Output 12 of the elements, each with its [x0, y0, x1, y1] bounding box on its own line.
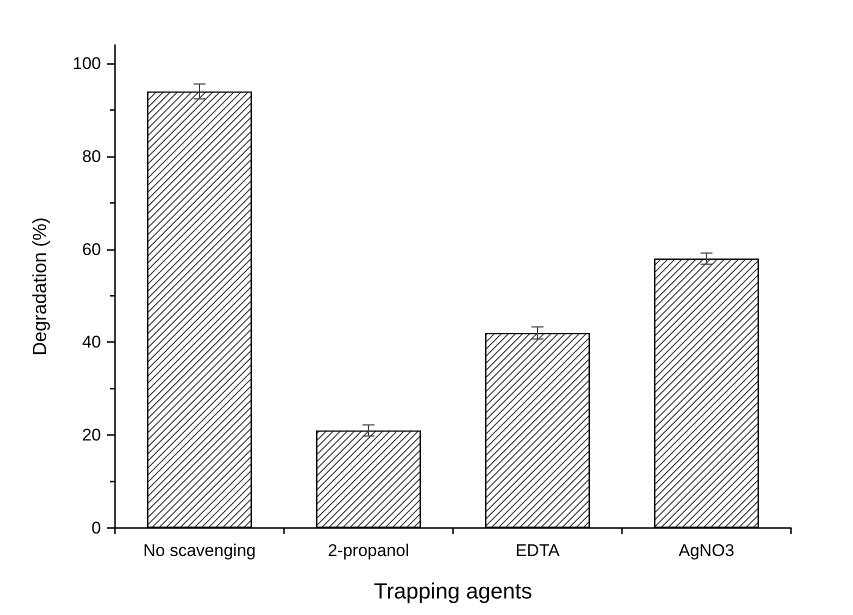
x-tick-label: EDTA	[515, 541, 560, 560]
y-tick-label: 0	[92, 518, 101, 538]
y-tick-label: 80	[82, 146, 101, 166]
x-tick-label: AgNO3	[678, 541, 734, 560]
y-tick-label: 20	[82, 426, 101, 445]
x-tick-label: No scavenging	[143, 541, 256, 560]
y-axis-title: Degradation (%)	[30, 217, 51, 356]
y-tick-label: 40	[82, 332, 101, 352]
y-tick-label: 60	[82, 240, 101, 259]
y-tick-label: 100	[72, 54, 101, 74]
x-axis-title: Trapping agents	[374, 578, 532, 604]
x-tick-label: 2-propanol	[328, 541, 410, 560]
